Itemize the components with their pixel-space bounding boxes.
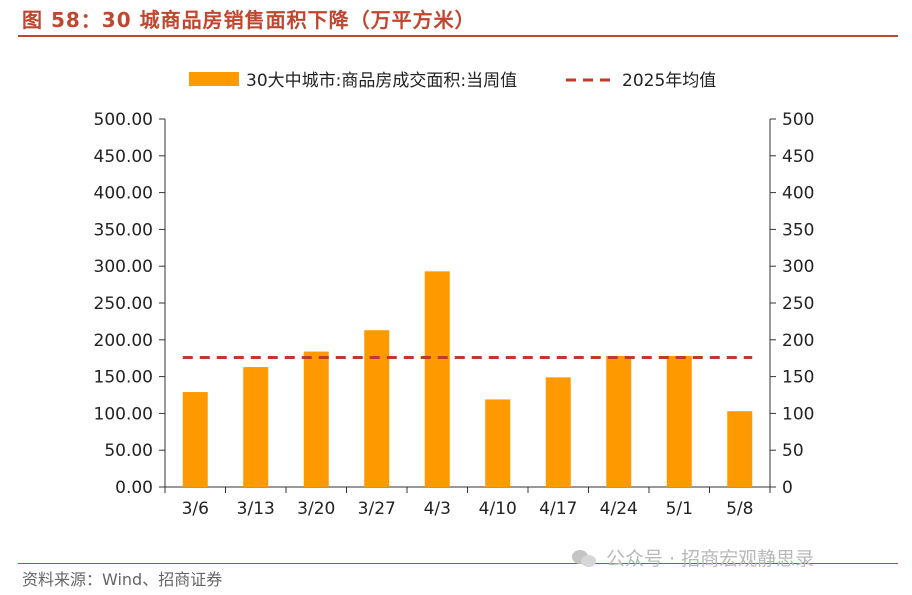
footer-divider	[18, 563, 898, 564]
wechat-icon	[572, 548, 598, 568]
y-tick-label-left: 0.00	[115, 478, 153, 498]
y-tick-label-right: 350	[782, 220, 814, 240]
y-tick-label-left: 200.00	[94, 331, 153, 351]
watermark: 公众号 · 招商宏观静思录	[572, 544, 814, 571]
x-axis-labels: 3/6 3/13 3/20 3/27 4/3 4/10 4/17 4/24 5/1 5/8	[182, 499, 754, 519]
y-tick-label-left: 300.00	[94, 257, 153, 277]
bar	[243, 367, 269, 487]
y-tick-label-right: 100	[782, 404, 814, 424]
y-tick-label-left: 350.00	[94, 220, 153, 240]
bar	[424, 271, 450, 487]
watermark-text: 公众号 · 招商宏观静思录	[606, 548, 815, 570]
x-tick-label: 4/24	[600, 499, 638, 519]
y-tick-label-right: 0	[782, 478, 793, 498]
x-tick-label: 4/17	[539, 499, 577, 519]
y-tick-label-left: 250.00	[94, 294, 153, 314]
y-tick-label-right: 50	[782, 441, 804, 461]
y-tick-label-right: 450	[782, 147, 814, 167]
bar	[666, 355, 692, 487]
chart-legend: 30大中城市:商品房成交面积:当周值 2025年均值	[189, 71, 716, 91]
chart-axes: 0.00 50.00 100.00 150.00 200.00 250.00 300.00 3…	[94, 110, 815, 498]
y-tick-label-left: 50.00	[104, 441, 153, 461]
x-tick-label: 4/3	[424, 499, 451, 519]
y-tick-label-right: 250	[782, 294, 814, 314]
bar-series	[182, 271, 753, 487]
x-tick-label: 3/20	[297, 499, 335, 519]
x-tick-label: 3/27	[358, 499, 396, 519]
bar	[606, 355, 632, 487]
bar	[182, 392, 208, 487]
legend-bar-swatch	[189, 72, 239, 86]
y-tick-label-right: 300	[782, 257, 814, 277]
y-tick-label-right: 150	[782, 368, 814, 388]
chart-title: 图 58：30 城商品房销售面积下降（万平方米）	[22, 8, 476, 32]
bar	[303, 351, 329, 487]
x-tick-label: 5/8	[726, 499, 753, 519]
title-divider	[18, 35, 898, 37]
y-tick-label-left: 500.00	[94, 110, 153, 130]
bar	[485, 399, 511, 487]
bar	[364, 330, 390, 487]
x-tick-label: 3/13	[237, 499, 275, 519]
bar-chart: 30大中城市:商品房成交面积:当周值 2025年均值 0.00 50.00 100.…	[94, 71, 815, 519]
x-tick-label: 5/1	[666, 499, 693, 519]
bar	[727, 411, 753, 487]
bar	[545, 377, 571, 487]
x-tick-label: 3/6	[182, 499, 209, 519]
y-tick-label-right: 500	[782, 110, 814, 130]
y-tick-label-left: 150.00	[94, 368, 153, 388]
legend-line-label: 2025年均值	[622, 71, 716, 91]
y-tick-label-left: 100.00	[94, 404, 153, 424]
legend-bar-label: 30大中城市:商品房成交面积:当周值	[246, 71, 517, 91]
source-note: 资料来源：Wind、招商证券	[22, 570, 223, 589]
y-tick-label-left: 400.00	[94, 184, 153, 204]
y-tick-label-left: 450.00	[94, 147, 153, 167]
y-tick-label-right: 200	[782, 331, 814, 351]
x-tick-label: 4/10	[479, 499, 517, 519]
y-tick-label-right: 400	[782, 184, 814, 204]
